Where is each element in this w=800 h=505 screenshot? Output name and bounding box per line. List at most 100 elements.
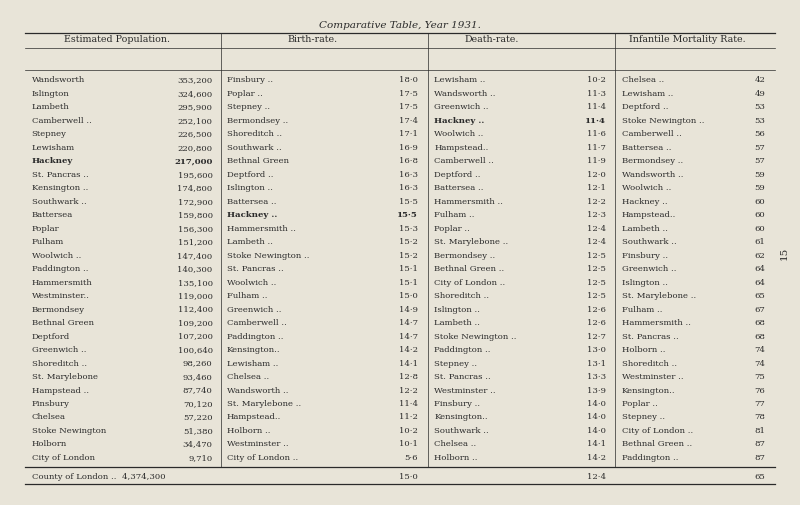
Text: 65: 65 bbox=[754, 291, 765, 299]
Text: 76: 76 bbox=[754, 386, 765, 394]
Text: 12·4: 12·4 bbox=[586, 238, 606, 246]
Text: Greenwich ..: Greenwich .. bbox=[227, 305, 282, 313]
Text: Chelsea ..: Chelsea .. bbox=[227, 372, 270, 380]
Text: 62: 62 bbox=[754, 251, 765, 259]
Text: 12·5: 12·5 bbox=[587, 278, 606, 286]
Text: 18·0: 18·0 bbox=[398, 76, 418, 84]
Text: 34,470: 34,470 bbox=[182, 439, 213, 447]
Text: 5·6: 5·6 bbox=[404, 453, 418, 461]
Text: Wandsworth ..: Wandsworth .. bbox=[227, 386, 289, 394]
Text: Deptford ..: Deptford .. bbox=[622, 103, 668, 111]
Text: 14·0: 14·0 bbox=[586, 426, 606, 434]
Text: 11·6: 11·6 bbox=[587, 130, 606, 138]
Text: 14·0: 14·0 bbox=[586, 413, 606, 421]
Text: St. Marylebone ..: St. Marylebone .. bbox=[227, 399, 302, 407]
Text: Bethnal Green ..: Bethnal Green .. bbox=[434, 265, 505, 273]
Text: 119,000: 119,000 bbox=[178, 291, 213, 299]
Text: 12·0: 12·0 bbox=[587, 171, 606, 178]
Text: Paddington ..: Paddington .. bbox=[434, 345, 490, 353]
Text: 295,900: 295,900 bbox=[178, 103, 213, 111]
Text: 68: 68 bbox=[754, 319, 765, 326]
Text: 60: 60 bbox=[754, 211, 765, 219]
Text: Southwark ..: Southwark .. bbox=[227, 143, 282, 152]
Text: Bethnal Green: Bethnal Green bbox=[227, 157, 289, 165]
Text: Chelsea ..: Chelsea .. bbox=[434, 439, 477, 447]
Text: Wandsworth: Wandsworth bbox=[32, 76, 85, 84]
Text: Shoreditch ..: Shoreditch .. bbox=[622, 359, 677, 367]
Text: Battersea ..: Battersea .. bbox=[434, 184, 484, 192]
Text: 9,710: 9,710 bbox=[189, 453, 213, 461]
Text: 65: 65 bbox=[754, 472, 765, 480]
Text: Finsbury ..: Finsbury .. bbox=[622, 251, 668, 259]
Text: Lambeth ..: Lambeth .. bbox=[227, 238, 273, 246]
Text: 109,200: 109,200 bbox=[178, 319, 213, 326]
Text: 252,100: 252,100 bbox=[178, 117, 213, 125]
Text: St. Pancras ..: St. Pancras .. bbox=[622, 332, 678, 340]
Text: 13·0: 13·0 bbox=[586, 345, 606, 353]
Text: 87: 87 bbox=[754, 439, 765, 447]
Text: Poplar: Poplar bbox=[32, 224, 59, 232]
Text: Stepney: Stepney bbox=[32, 130, 66, 138]
Text: Kensington..: Kensington.. bbox=[434, 413, 488, 421]
Text: Stoke Newington ..: Stoke Newington .. bbox=[227, 251, 310, 259]
Text: City of London: City of London bbox=[32, 453, 94, 461]
Text: Fulham: Fulham bbox=[32, 238, 64, 246]
Text: Deptford: Deptford bbox=[32, 332, 70, 340]
Text: Woolwich ..: Woolwich .. bbox=[622, 184, 671, 192]
Text: Finsbury: Finsbury bbox=[32, 399, 70, 407]
Text: 107,200: 107,200 bbox=[178, 332, 213, 340]
Text: Lambeth: Lambeth bbox=[32, 103, 70, 111]
Text: 81: 81 bbox=[754, 426, 765, 434]
Text: 13·1: 13·1 bbox=[586, 359, 606, 367]
Text: Lewisham ..: Lewisham .. bbox=[227, 359, 278, 367]
Text: Stoke Newington: Stoke Newington bbox=[32, 426, 106, 434]
Text: 60: 60 bbox=[754, 197, 765, 206]
Text: Hackney ..: Hackney .. bbox=[227, 211, 278, 219]
Text: 64: 64 bbox=[754, 278, 765, 286]
Text: Hammersmith ..: Hammersmith .. bbox=[434, 197, 503, 206]
Text: Hammersmith ..: Hammersmith .. bbox=[227, 224, 296, 232]
Text: 14·0: 14·0 bbox=[586, 399, 606, 407]
Text: 11·4: 11·4 bbox=[586, 103, 606, 111]
Text: Bermondsey ..: Bermondsey .. bbox=[227, 117, 288, 125]
Text: 12·8: 12·8 bbox=[398, 372, 418, 380]
Text: Kensington..: Kensington.. bbox=[622, 386, 675, 394]
Text: 14·7: 14·7 bbox=[398, 332, 418, 340]
Text: Kensington ..: Kensington .. bbox=[32, 184, 88, 192]
Text: Paddington ..: Paddington .. bbox=[32, 265, 88, 273]
Text: Stoke Newington ..: Stoke Newington .. bbox=[622, 117, 704, 125]
Text: 11·3: 11·3 bbox=[586, 90, 606, 97]
Text: Bermondsey ..: Bermondsey .. bbox=[622, 157, 683, 165]
Text: 78: 78 bbox=[754, 413, 765, 421]
Text: 57,220: 57,220 bbox=[183, 413, 213, 421]
Text: 59: 59 bbox=[754, 171, 765, 178]
Text: 77: 77 bbox=[754, 399, 765, 407]
Text: 12·4: 12·4 bbox=[586, 224, 606, 232]
Text: 12·5: 12·5 bbox=[587, 265, 606, 273]
Text: Stepney ..: Stepney .. bbox=[622, 413, 665, 421]
Text: 15·5: 15·5 bbox=[397, 211, 418, 219]
Text: 12·2: 12·2 bbox=[587, 197, 606, 206]
Text: 15·0: 15·0 bbox=[398, 291, 418, 299]
Text: Chelsea: Chelsea bbox=[32, 413, 66, 421]
Text: Paddington ..: Paddington .. bbox=[227, 332, 283, 340]
Text: 67: 67 bbox=[754, 305, 765, 313]
Text: 70,120: 70,120 bbox=[183, 399, 213, 407]
Text: Greenwich ..: Greenwich .. bbox=[434, 103, 489, 111]
Text: 87,740: 87,740 bbox=[182, 386, 213, 394]
Text: 93,460: 93,460 bbox=[182, 372, 213, 380]
Text: Paddington ..: Paddington .. bbox=[622, 453, 678, 461]
Text: 17·5: 17·5 bbox=[398, 90, 418, 97]
Text: 11·4: 11·4 bbox=[585, 117, 606, 125]
Text: 15: 15 bbox=[780, 246, 789, 259]
Text: St. Pancras ..: St. Pancras .. bbox=[32, 171, 89, 178]
Text: Birth-rate.: Birth-rate. bbox=[287, 34, 338, 43]
Text: Westminster..: Westminster.. bbox=[32, 291, 90, 299]
Text: Poplar ..: Poplar .. bbox=[227, 90, 263, 97]
Text: Death-rate.: Death-rate. bbox=[465, 34, 519, 43]
Text: 156,300: 156,300 bbox=[178, 224, 213, 232]
Text: 14·1: 14·1 bbox=[398, 359, 418, 367]
Text: 74: 74 bbox=[754, 359, 765, 367]
Text: 51,380: 51,380 bbox=[182, 426, 213, 434]
Text: 12·6: 12·6 bbox=[587, 319, 606, 326]
